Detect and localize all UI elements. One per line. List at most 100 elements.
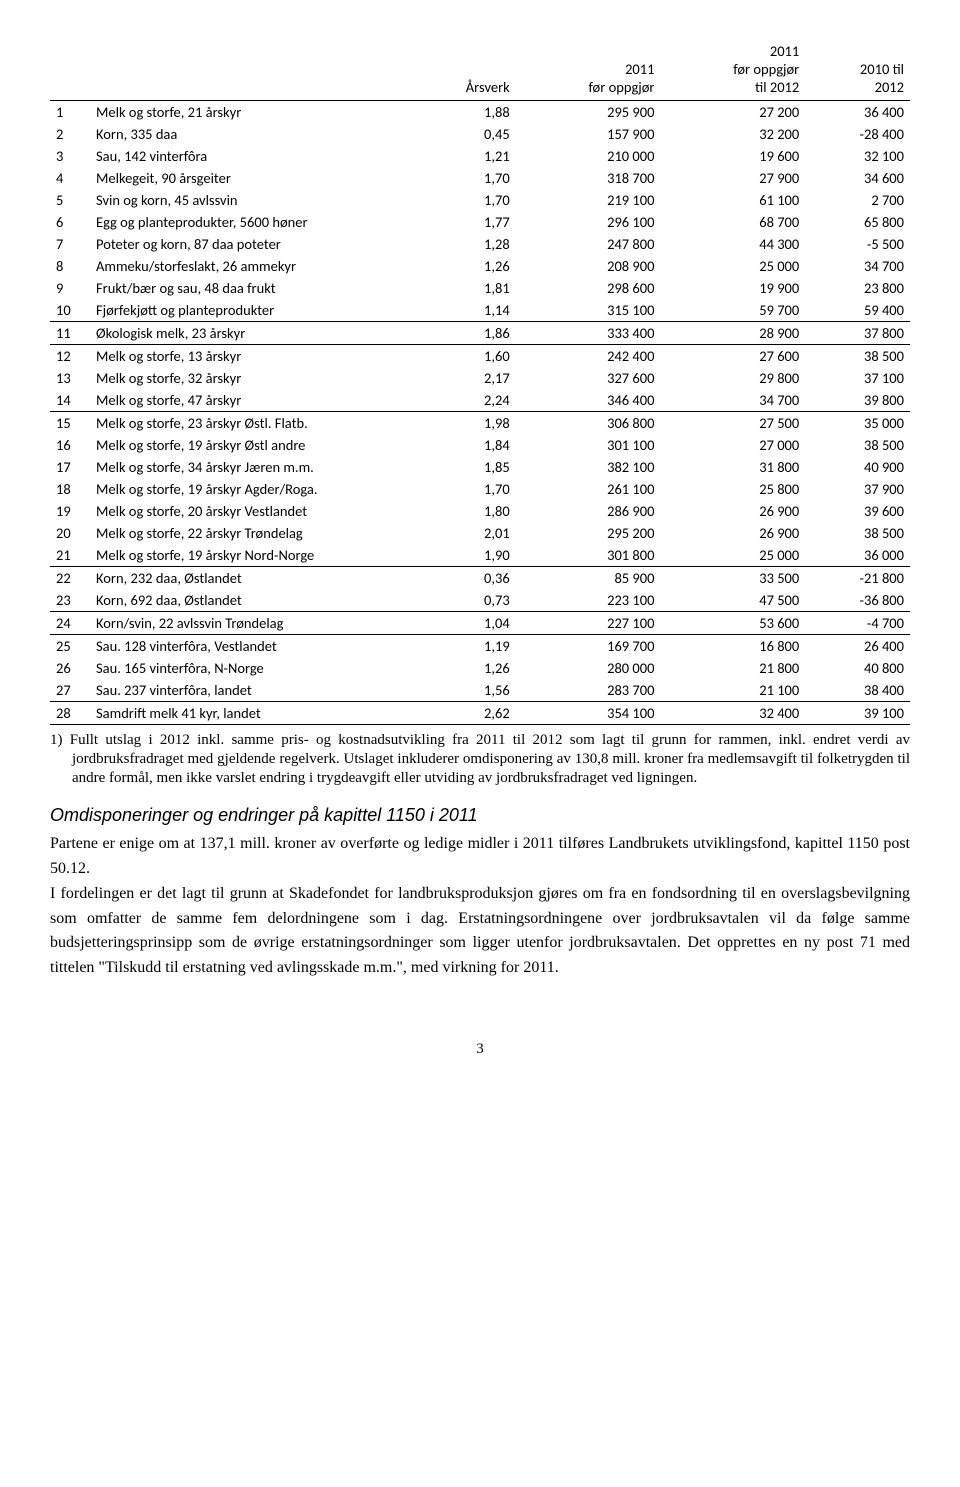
row-col3: 2 700 xyxy=(805,189,910,211)
row-col3: 34 600 xyxy=(805,167,910,189)
row-aarsverk: 1,04 xyxy=(412,612,516,635)
row-col1: 354 100 xyxy=(516,702,661,725)
row-number: 11 xyxy=(50,322,90,345)
row-description: Korn, 692 daa, Østlandet xyxy=(90,589,412,612)
row-col1: 261 100 xyxy=(516,478,661,500)
row-aarsverk: 2,17 xyxy=(412,367,516,389)
row-aarsverk: 1,26 xyxy=(412,255,516,277)
row-col1: 210 000 xyxy=(516,145,661,167)
row-col2: 25 800 xyxy=(660,478,805,500)
row-col2: 27 200 xyxy=(660,101,805,124)
row-number: 1 xyxy=(50,101,90,124)
row-aarsverk: 2,24 xyxy=(412,389,516,412)
row-col3: 59 400 xyxy=(805,299,910,322)
row-description: Korn, 335 daa xyxy=(90,123,412,145)
row-aarsverk: 1,70 xyxy=(412,167,516,189)
row-col2: 27 000 xyxy=(660,434,805,456)
row-aarsverk: 1,90 xyxy=(412,544,516,567)
row-number: 22 xyxy=(50,567,90,590)
row-number: 3 xyxy=(50,145,90,167)
row-number: 25 xyxy=(50,635,90,658)
row-aarsverk: 1,80 xyxy=(412,500,516,522)
row-number: 6 xyxy=(50,211,90,233)
row-col1: 219 100 xyxy=(516,189,661,211)
row-number: 12 xyxy=(50,345,90,368)
row-col1: 157 900 xyxy=(516,123,661,145)
row-aarsverk: 1,77 xyxy=(412,211,516,233)
row-aarsverk: 1,81 xyxy=(412,277,516,299)
page-number: 3 xyxy=(50,1041,910,1058)
table-row: 8Ammeku/storfeslakt, 26 ammekyr1,26208 9… xyxy=(50,255,910,277)
row-col1: 223 100 xyxy=(516,589,661,612)
row-col3: 34 700 xyxy=(805,255,910,277)
row-number: 20 xyxy=(50,522,90,544)
row-col3: 37 100 xyxy=(805,367,910,389)
row-col3: 35 000 xyxy=(805,412,910,435)
table-row: 1Melk og storfe, 21 årskyr1,88295 90027 … xyxy=(50,101,910,124)
row-col1: 301 800 xyxy=(516,544,661,567)
row-col3: 40 800 xyxy=(805,657,910,679)
row-number: 16 xyxy=(50,434,90,456)
row-aarsverk: 1,70 xyxy=(412,478,516,500)
row-col1: 382 100 xyxy=(516,456,661,478)
table-row: 2Korn, 335 daa0,45157 90032 200-28 400 xyxy=(50,123,910,145)
table-row: 7Poteter og korn, 87 daa poteter1,28247 … xyxy=(50,233,910,255)
header-2010-til-2012: 2010 til 2012 xyxy=(805,40,910,101)
header-2011-til-2012: 2011 før oppgjør til 2012 xyxy=(660,40,805,101)
row-col3: 40 900 xyxy=(805,456,910,478)
row-description: Melk og storfe, 20 årskyr Vestlandet xyxy=(90,500,412,522)
table-row: 11Økologisk melk, 23 årskyr1,86333 40028… xyxy=(50,322,910,345)
row-description: Sau. 165 vinterfôra, N-Norge xyxy=(90,657,412,679)
row-col2: 29 800 xyxy=(660,367,805,389)
row-description: Frukt/bær og sau, 48 daa frukt xyxy=(90,277,412,299)
table-row: 21Melk og storfe, 19 årskyr Nord-Norge1,… xyxy=(50,544,910,567)
row-number: 5 xyxy=(50,189,90,211)
row-number: 28 xyxy=(50,702,90,725)
row-col2: 28 900 xyxy=(660,322,805,345)
row-col3: -4 700 xyxy=(805,612,910,635)
row-col2: 19 900 xyxy=(660,277,805,299)
row-description: Samdrift melk 41 kyr, landet xyxy=(90,702,412,725)
row-col2: 59 700 xyxy=(660,299,805,322)
table-row: 5Svin og korn, 45 avlssvin1,70219 10061 … xyxy=(50,189,910,211)
row-col1: 327 600 xyxy=(516,367,661,389)
row-aarsverk: 1,26 xyxy=(412,657,516,679)
row-aarsverk: 1,86 xyxy=(412,322,516,345)
row-col2: 27 900 xyxy=(660,167,805,189)
row-col1: 318 700 xyxy=(516,167,661,189)
row-description: Melk og storfe, 23 årskyr Østl. Flatb. xyxy=(90,412,412,435)
row-description: Svin og korn, 45 avlssvin xyxy=(90,189,412,211)
row-description: Egg og planteprodukter, 5600 høner xyxy=(90,211,412,233)
row-aarsverk: 2,62 xyxy=(412,702,516,725)
row-description: Poteter og korn, 87 daa poteter xyxy=(90,233,412,255)
table-header: Årsverk 2011 før oppgjør 2011 før oppgjø… xyxy=(50,40,910,101)
row-description: Økologisk melk, 23 årskyr xyxy=(90,322,412,345)
row-description: Melk og storfe, 47 årskyr xyxy=(90,389,412,412)
row-col1: 286 900 xyxy=(516,500,661,522)
row-col2: 27 500 xyxy=(660,412,805,435)
row-col3: 39 800 xyxy=(805,389,910,412)
row-description: Melk og storfe, 32 årskyr xyxy=(90,367,412,389)
row-description: Melk og storfe, 22 årskyr Trøndelag xyxy=(90,522,412,544)
row-aarsverk: 1,88 xyxy=(412,101,516,124)
row-description: Melkegeit, 90 årsgeiter xyxy=(90,167,412,189)
row-col3: 37 900 xyxy=(805,478,910,500)
row-aarsverk: 1,56 xyxy=(412,679,516,702)
row-col1: 227 100 xyxy=(516,612,661,635)
row-aarsverk: 0,36 xyxy=(412,567,516,590)
row-aarsverk: 1,21 xyxy=(412,145,516,167)
row-col3: 39 100 xyxy=(805,702,910,725)
table-row: 28Samdrift melk 41 kyr, landet2,62354 10… xyxy=(50,702,910,725)
row-col1: 306 800 xyxy=(516,412,661,435)
row-col2: 26 900 xyxy=(660,500,805,522)
row-col2: 26 900 xyxy=(660,522,805,544)
row-col3: -28 400 xyxy=(805,123,910,145)
row-col1: 315 100 xyxy=(516,299,661,322)
table-row: 22Korn, 232 daa, Østlandet0,3685 90033 5… xyxy=(50,567,910,590)
table-row: 10Fjørfekjøtt og planteprodukter1,14315 … xyxy=(50,299,910,322)
table-row: 26Sau. 165 vinterfôra, N-Norge1,26280 00… xyxy=(50,657,910,679)
row-col2: 53 600 xyxy=(660,612,805,635)
row-col2: 33 500 xyxy=(660,567,805,590)
table-row: 27Sau. 237 vinterfôra, landet1,56283 700… xyxy=(50,679,910,702)
row-number: 14 xyxy=(50,389,90,412)
